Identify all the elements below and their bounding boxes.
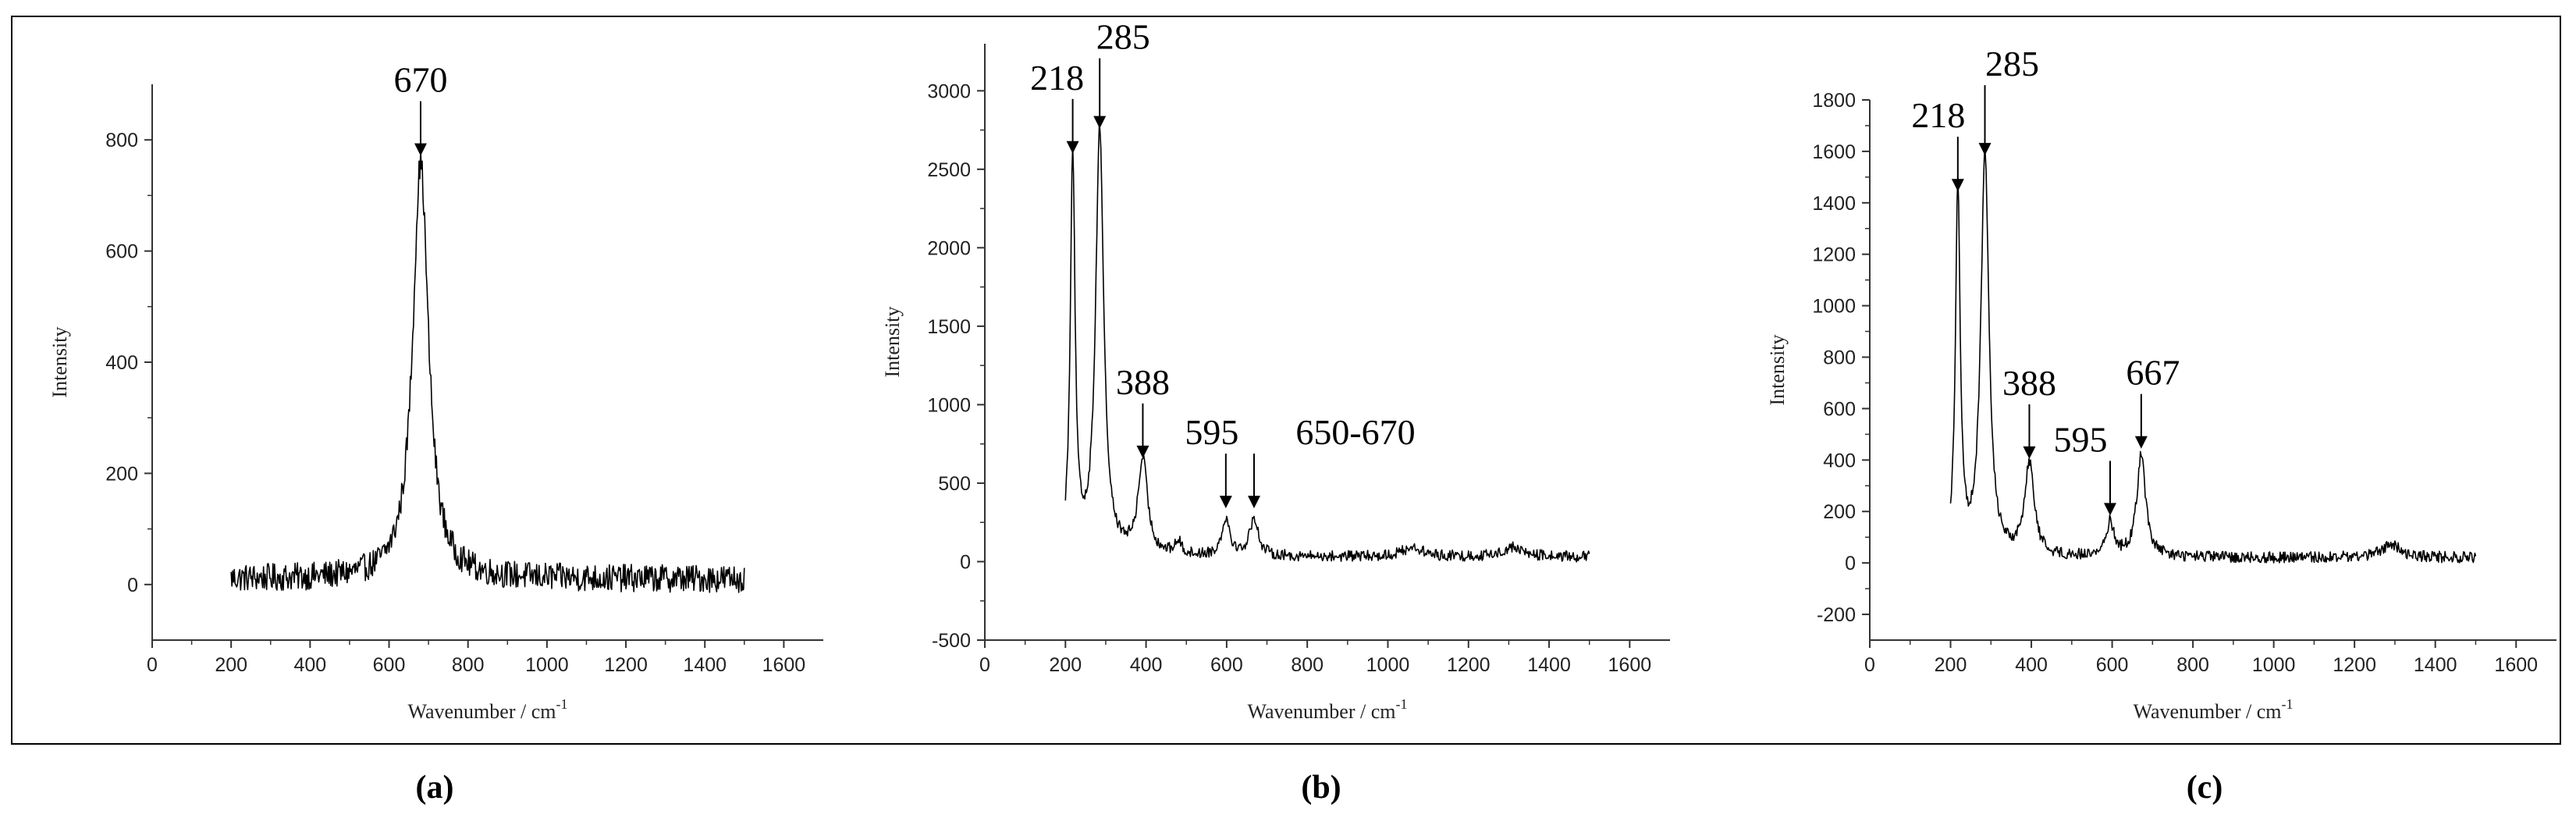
- x-tick-label: 1000: [525, 654, 569, 676]
- y-tick-label: 200: [105, 463, 138, 485]
- annotation-arrow-head: [1951, 179, 1964, 192]
- x-tick-label: 1400: [683, 654, 727, 676]
- chart-panel-c: 0 200 400 600 800 1000 1200 1400 1600 -200 0 200 400…: [1766, 44, 2556, 723]
- x-axis-label: Wavenumber / cm-1: [1248, 696, 1408, 723]
- annotation-arrow-head: [1248, 496, 1261, 509]
- y-tick-label: 0: [1845, 553, 1856, 575]
- y-tick-label: 800: [1823, 347, 1856, 369]
- y-tick-label: 1200: [1812, 244, 1856, 266]
- y-tick-label: 400: [105, 352, 138, 374]
- x-tick-label: 200: [1049, 654, 1082, 676]
- y-tick-label: 3000: [927, 80, 971, 102]
- annotation-arrow-head: [414, 143, 427, 156]
- x-tick-label: 400: [2015, 654, 2048, 676]
- y-tick-label: 1500: [927, 316, 971, 338]
- y-tick-label: 200: [1823, 501, 1856, 523]
- x-tick-label: 1600: [2494, 654, 2538, 676]
- annotation-arrow-head: [2023, 446, 2036, 459]
- x-tick-label: 0: [979, 654, 990, 676]
- x-tick-label: 1400: [2414, 654, 2457, 676]
- peak-annotation-label: 285: [1985, 44, 2039, 84]
- y-tick-label: 1800: [1812, 90, 1856, 112]
- x-tick-label: 200: [1935, 654, 1967, 676]
- x-tick-label: 1600: [762, 654, 806, 676]
- x-tick-label: 1600: [1608, 654, 1652, 676]
- x-tick-label: 1000: [2252, 654, 2296, 676]
- x-tick-label: 400: [1130, 654, 1163, 676]
- peak-annotation-label: 667: [2126, 353, 2180, 393]
- x-tick-label: 1200: [2333, 654, 2376, 676]
- panel-caption-c: (c): [2186, 770, 2223, 806]
- annotation-arrow-head: [1978, 143, 1992, 156]
- y-tick-label: 1600: [1812, 141, 1856, 163]
- annotation-arrow-head: [1219, 496, 1232, 509]
- x-tick-label: 1400: [1527, 654, 1571, 676]
- x-tick-label: 0: [1864, 654, 1875, 676]
- y-tick-label: 400: [1823, 450, 1856, 471]
- peak-annotation-label: 595: [2054, 419, 2108, 459]
- y-axis-label: Intensity: [881, 307, 904, 378]
- peak-annotation-label: 218: [1911, 95, 1965, 135]
- annotation-arrow-head: [1066, 141, 1079, 154]
- panel-caption-a: (a): [415, 770, 454, 806]
- x-axis-label: Wavenumber / cm-1: [408, 696, 568, 723]
- spectrum-line: [1064, 121, 1590, 563]
- peak-annotation-label: 670: [394, 60, 448, 100]
- x-tick-label: 600: [2096, 654, 2129, 676]
- y-tick-label: 0: [127, 575, 138, 596]
- spectrum-line: [1949, 150, 2477, 564]
- y-tick-label: -500: [932, 630, 971, 652]
- annotation-arrow-head: [1093, 116, 1107, 129]
- annotation-arrow-head: [2134, 436, 2148, 449]
- x-tick-label: 1200: [1447, 654, 1491, 676]
- peak-annotation-label: 595: [1185, 412, 1238, 452]
- y-tick-label: 500: [938, 473, 971, 495]
- x-tick-label: 800: [452, 654, 485, 676]
- chart-panel-b: 0 200 400 600 800 1000 1200 1400 1600 -500 0 500 100…: [881, 17, 1670, 723]
- peak-annotation-label: 388: [1116, 362, 1170, 402]
- peak-annotation-label: 388: [2002, 363, 2056, 403]
- y-tick-label: 1000: [1812, 296, 1856, 318]
- peak-annotation-label: 650-670: [1295, 412, 1415, 452]
- x-tick-label: 800: [1291, 654, 1324, 676]
- y-tick-label: 1000: [927, 394, 971, 416]
- x-tick-label: 1000: [1366, 654, 1410, 676]
- annotation-arrow-head: [1136, 445, 1149, 458]
- y-axis-label: Intensity: [48, 327, 71, 398]
- x-tick-label: 600: [373, 654, 406, 676]
- chart-panel-a: 0 200 400 600 800 1000 1200 1400 1600 0 200 400 600 8…: [48, 60, 823, 723]
- y-tick-label: 1400: [1812, 193, 1856, 215]
- y-tick-label: 600: [105, 241, 138, 263]
- y-tick-label: 800: [105, 130, 138, 151]
- panel-caption-b: (b): [1301, 770, 1341, 806]
- x-tick-label: 400: [293, 654, 326, 676]
- figure-frame: [11, 16, 2561, 745]
- x-tick-label: 600: [1210, 654, 1243, 676]
- y-axis-label: Intensity: [1766, 335, 1789, 406]
- y-tick-label: -200: [1817, 604, 1856, 626]
- x-axis-label: Wavenumber / cm-1: [2134, 696, 2294, 723]
- peak-annotation-label: 285: [1096, 17, 1150, 57]
- x-tick-label: 200: [215, 654, 247, 676]
- x-tick-label: 0: [147, 654, 158, 676]
- spectrum-line: [230, 149, 745, 593]
- x-tick-label: 800: [2176, 654, 2209, 676]
- y-tick-label: 0: [960, 551, 971, 573]
- y-tick-label: 600: [1823, 398, 1856, 420]
- y-tick-label: 2000: [927, 237, 971, 259]
- y-tick-label: 2500: [927, 159, 971, 181]
- annotation-arrow-head: [2104, 503, 2116, 516]
- peak-annotation-label: 218: [1030, 58, 1084, 98]
- x-tick-label: 1200: [604, 654, 648, 676]
